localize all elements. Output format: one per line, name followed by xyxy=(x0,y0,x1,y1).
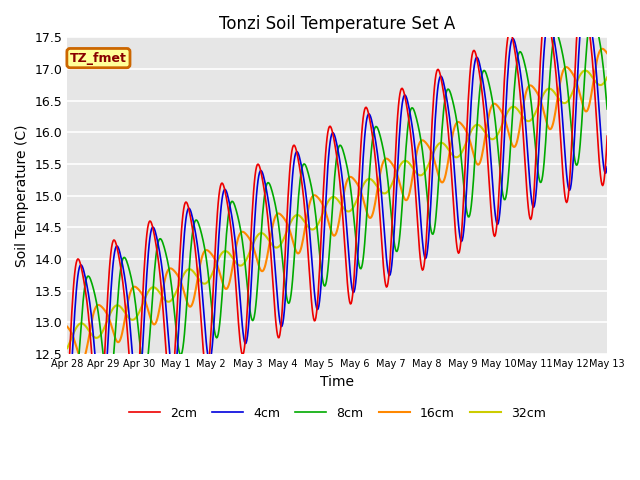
32cm xyxy=(73,324,81,329)
Legend: 2cm, 4cm, 8cm, 16cm, 32cm: 2cm, 4cm, 8cm, 16cm, 32cm xyxy=(124,402,551,424)
32cm xyxy=(184,267,191,273)
8cm xyxy=(68,404,76,410)
16cm xyxy=(73,347,81,352)
32cm xyxy=(63,345,71,351)
16cm xyxy=(604,50,611,56)
2cm xyxy=(419,266,427,272)
16cm xyxy=(404,196,412,202)
2cm xyxy=(184,204,192,209)
8cm xyxy=(588,12,596,17)
Y-axis label: Soil Temperature (C): Soil Temperature (C) xyxy=(15,124,29,267)
4cm xyxy=(419,239,426,244)
2cm xyxy=(95,420,102,425)
Line: 8cm: 8cm xyxy=(67,14,607,407)
4cm xyxy=(184,208,191,214)
2cm xyxy=(604,133,611,139)
16cm xyxy=(79,357,86,363)
2cm xyxy=(404,108,412,114)
4cm xyxy=(129,355,136,361)
Title: Tonzi Soil Temperature Set A: Tonzi Soil Temperature Set A xyxy=(219,15,456,33)
8cm xyxy=(213,335,221,341)
32cm xyxy=(129,317,136,323)
Line: 16cm: 16cm xyxy=(67,49,607,360)
32cm xyxy=(604,74,611,80)
16cm xyxy=(213,261,221,266)
4cm xyxy=(212,286,220,291)
16cm xyxy=(184,302,192,308)
2cm xyxy=(213,220,221,226)
X-axis label: Time: Time xyxy=(320,374,354,388)
16cm xyxy=(419,138,427,144)
Text: TZ_fmet: TZ_fmet xyxy=(70,51,127,65)
4cm xyxy=(73,280,81,286)
8cm xyxy=(63,371,71,377)
8cm xyxy=(129,286,137,292)
4cm xyxy=(63,420,71,426)
32cm xyxy=(212,262,220,267)
8cm xyxy=(604,106,611,112)
2cm xyxy=(129,399,137,405)
16cm xyxy=(598,46,606,52)
32cm xyxy=(419,172,426,178)
2cm xyxy=(63,394,71,400)
Line: 32cm: 32cm xyxy=(67,71,607,348)
8cm xyxy=(419,154,427,160)
32cm xyxy=(582,68,589,73)
8cm xyxy=(74,368,82,373)
2cm xyxy=(73,257,81,263)
Line: 2cm: 2cm xyxy=(67,0,607,422)
4cm xyxy=(581,0,589,3)
4cm xyxy=(604,164,611,169)
32cm xyxy=(403,158,410,164)
8cm xyxy=(184,280,192,286)
Line: 4cm: 4cm xyxy=(67,0,607,423)
16cm xyxy=(129,284,137,290)
16cm xyxy=(63,324,71,330)
4cm xyxy=(403,96,410,101)
8cm xyxy=(404,128,412,133)
